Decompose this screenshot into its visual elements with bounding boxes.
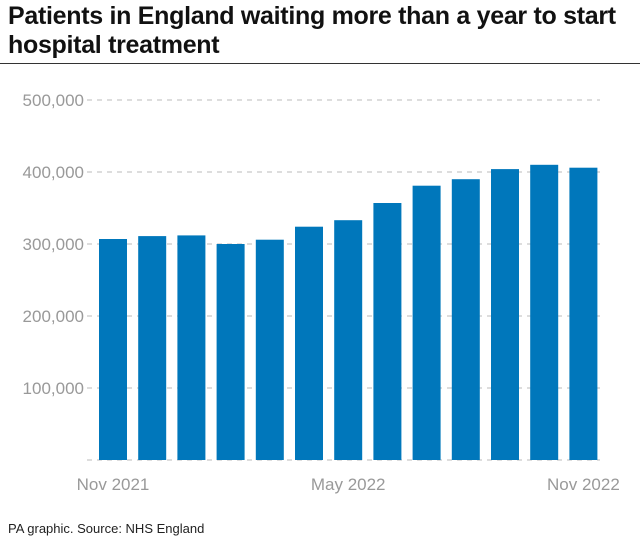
y-tick-label: 200,000 xyxy=(23,307,84,326)
y-tick-label: 500,000 xyxy=(23,91,84,110)
x-tick-label: Nov 2021 xyxy=(77,475,150,494)
chart-title: Patients in England waiting more than a … xyxy=(8,2,616,59)
bar-mar-2022 xyxy=(255,239,284,460)
bar-aug-2022 xyxy=(451,179,480,460)
bars xyxy=(99,164,598,461)
y-tick-label: 300,000 xyxy=(23,235,84,254)
x-axis-ticks: Nov 2021 May 2022 Nov 2022 xyxy=(77,475,620,494)
y-axis-ticks: 100,000 200,000 300,000 400,000 500,000 xyxy=(23,91,84,398)
title-divider xyxy=(0,63,640,64)
y-tick-label: 100,000 xyxy=(23,379,84,398)
bar-nov-2021 xyxy=(99,239,127,460)
x-tick-label: May 2022 xyxy=(311,475,386,494)
bar-nov-2022 xyxy=(569,167,598,460)
bar-jun-2022 xyxy=(373,203,402,460)
bar-oct-2022 xyxy=(530,164,559,461)
source-note: PA graphic. Source: NHS England xyxy=(8,521,205,536)
bar-feb-2022 xyxy=(216,244,245,460)
bar-jul-2022 xyxy=(412,185,441,460)
bar-apr-2022 xyxy=(295,226,323,460)
x-tick-label: Nov 2022 xyxy=(547,475,620,494)
bar-may-2022 xyxy=(334,220,363,460)
bar-dec-2021 xyxy=(138,236,167,460)
y-tick-label: 400,000 xyxy=(23,163,84,182)
bar-sep-2022 xyxy=(491,169,519,460)
bar-jan-2022 xyxy=(177,235,206,460)
bar-chart: 100,000 200,000 300,000 400,000 500,000 Nov … xyxy=(23,91,620,494)
